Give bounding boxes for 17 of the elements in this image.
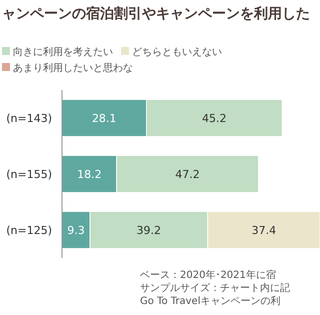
chart-title: ャンペーンの宿泊割引やキャンペーンを利用した [2, 5, 310, 22]
data-label: 28.1 [92, 112, 116, 125]
y-tick-label: (n=155) [6, 168, 52, 181]
legend-label: あまり利用したいと思わな [13, 62, 133, 74]
data-label: 45.2 [202, 112, 227, 125]
data-label: 39.2 [136, 224, 162, 237]
data-label: 37.4 [252, 224, 276, 237]
data-label: 47.2 [175, 168, 200, 181]
y-tick-label: (n=125) [6, 224, 52, 237]
data-label: 18.2 [77, 168, 102, 181]
y-tick-label: (n=143) [6, 112, 52, 125]
legend-label: 向きに利用を考えたい [13, 46, 113, 58]
legend-label: どちらともいえない [132, 47, 222, 58]
text: ベース：2020年･2021年に宿 [140, 269, 276, 281]
data-label: 9.3 [67, 224, 85, 237]
text: Go To Travelキャンペーンの利 [140, 295, 280, 307]
text: サンプルサイズ：チャート内に記 [140, 282, 290, 294]
